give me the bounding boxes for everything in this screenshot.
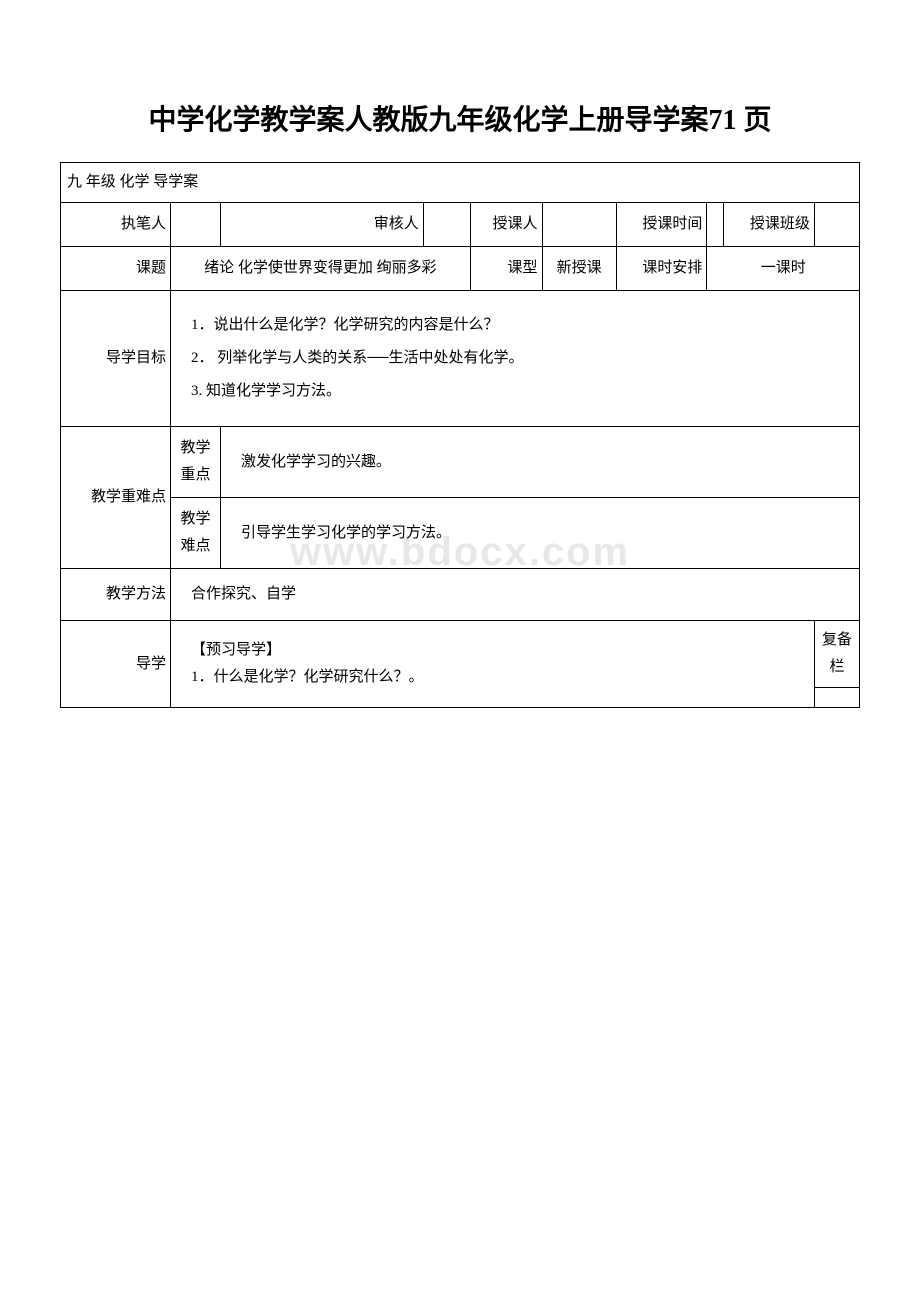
prep-content: 【预习导学】 1．什么是化学？化学研究什么？。: [170, 621, 814, 708]
document-title: 中学化学教学案人教版九年级化学上册导学案71 页: [60, 100, 860, 142]
schedule-label: 课时安排: [616, 247, 707, 291]
objective-1: 1．说出什么是化学？化学研究的内容是什么？: [191, 312, 839, 339]
objectives-label: 导学目标: [61, 291, 171, 427]
topic-label: 课题: [61, 247, 171, 291]
note-content: [815, 688, 860, 708]
prep-section-title: 【预习导学】: [191, 637, 794, 664]
objectives-content: 1．说出什么是化学？化学研究的内容是什么？ 2． 列举化学与人类的关系──生活中…: [170, 291, 859, 427]
note-label: 复备栏: [815, 621, 860, 688]
topic-value: 绪论 化学使世界变得更加 绚丽多彩: [170, 247, 470, 291]
reviewer-label: 审核人: [220, 203, 423, 247]
schedule-value: 一课时: [707, 247, 860, 291]
method-value: 合作探究、自学: [170, 569, 859, 621]
difficulty-label: 教学难点: [170, 498, 220, 569]
reviewer-value: [423, 203, 470, 247]
writer-value: [170, 203, 220, 247]
objective-3: 3. 知道化学学习方法。: [191, 378, 839, 405]
keypoints-main-label: 教学重难点: [61, 427, 171, 569]
type-label: 课型: [470, 247, 542, 291]
lesson-plan-table: 九 年级 化学 导学案 执笔人 审核人 授课人 授课时间 授课班级 课题 绪论 …: [60, 162, 860, 708]
keypoint-label: 教学重点: [170, 427, 220, 498]
writer-label: 执笔人: [61, 203, 171, 247]
type-value: 新授课: [542, 247, 616, 291]
objective-2: 2． 列举化学与人类的关系──生活中处处有化学。: [191, 345, 839, 372]
prep-item-1: 1．什么是化学？化学研究什么？。: [191, 664, 794, 691]
difficulty-value: 引导学生学习化学的学习方法。: [220, 498, 859, 569]
keypoint-value: 激发化学学习的兴趣。: [220, 427, 859, 498]
teacher-value: [542, 203, 616, 247]
time-label: 授课时间: [616, 203, 707, 247]
prep-label: 导学: [61, 621, 171, 708]
grade-subject-header: 九 年级 化学 导学案: [61, 163, 860, 203]
method-label: 教学方法: [61, 569, 171, 621]
teacher-label: 授课人: [470, 203, 542, 247]
time-value: [707, 203, 724, 247]
class-value: [814, 203, 859, 247]
class-label: 授课班级: [724, 203, 815, 247]
